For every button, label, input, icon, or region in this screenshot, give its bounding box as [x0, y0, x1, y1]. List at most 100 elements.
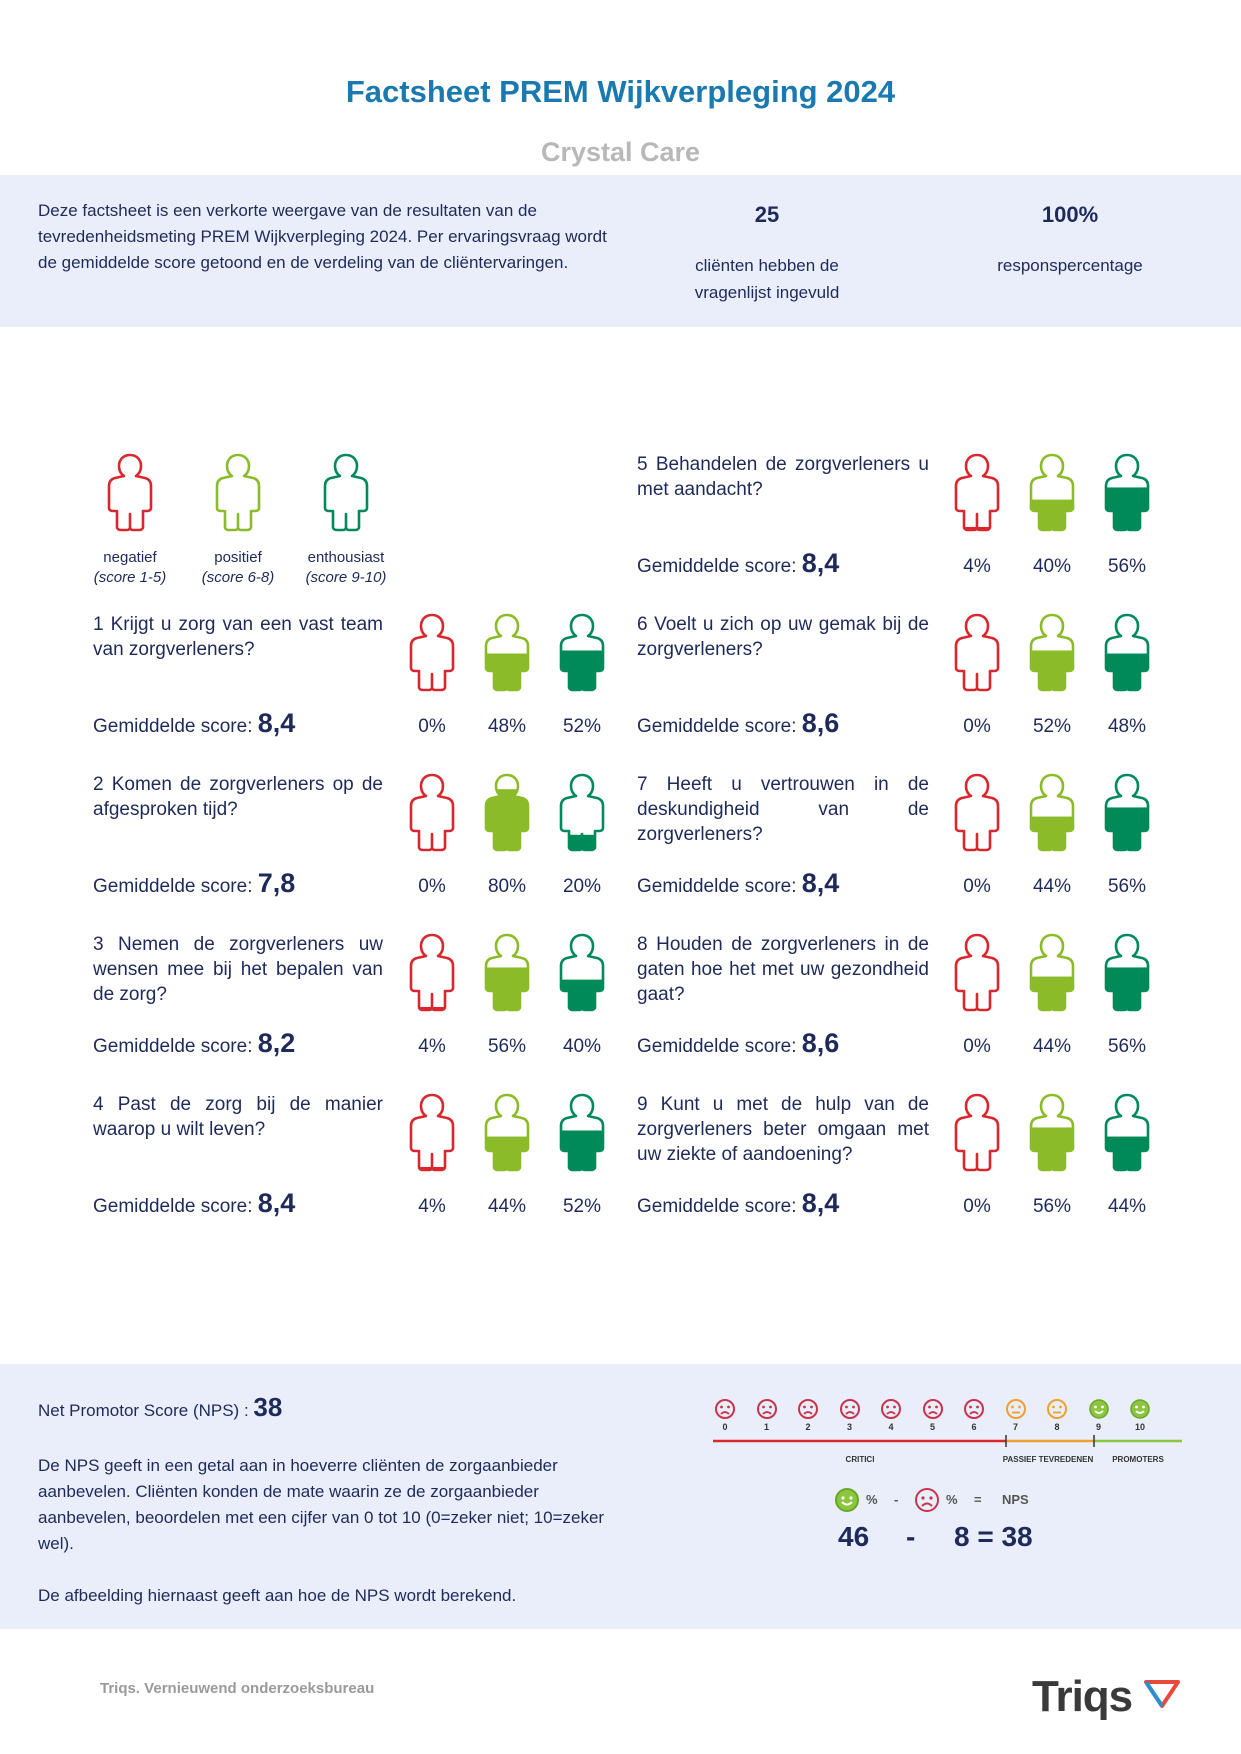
question-7-positive-person-icon — [1029, 773, 1075, 852]
question-2-text: 2 Komen de zorgverleners op de afgesprok… — [93, 774, 383, 820]
nps-face-8-icon — [1047, 1399, 1067, 1419]
nps-tick-3: 3 — [846, 1422, 852, 1432]
legend-enthusiastic-label: enthousiast (score 9-10) — [286, 548, 406, 588]
nps-face-6-icon — [964, 1399, 984, 1419]
legend-enthusiastic-person-icon — [323, 453, 369, 532]
nps-tick-5: 5 — [929, 1422, 935, 1432]
question-1-positive-pct: 48% — [487, 716, 527, 737]
page-title: Factsheet PREM Wijkverpleging 2024 — [345, 74, 896, 109]
question-7-negative-person-icon — [954, 773, 1000, 852]
nps-tick-9: 9 — [1095, 1422, 1101, 1432]
question-4-enthusiastic-person-icon — [559, 1093, 605, 1172]
question-7-score: Gemiddelde score: 8,4 — [637, 868, 839, 899]
question-5-enthusiastic-pct: 56% — [1107, 556, 1147, 577]
nps-face-0-icon — [715, 1399, 735, 1419]
nps-formula: % - % = NPS — [834, 1487, 1084, 1517]
question-8-negative-pct: 0% — [963, 1036, 991, 1057]
question-3-positive-person-icon — [484, 933, 530, 1012]
question-8-score-label: Gemiddelde score: — [637, 1036, 797, 1057]
logo-triangle-icon — [1144, 1680, 1180, 1708]
question-8-score: Gemiddelde score: 8,6 — [637, 1028, 839, 1059]
nps-explanation-2: De afbeelding hiernaast geeft aan hoe de… — [38, 1586, 517, 1605]
question-6-score: Gemiddelde score: 8,6 — [637, 708, 839, 739]
question-5-negative-person-icon — [954, 453, 1000, 532]
question-8-enthusiastic-person-icon — [1104, 933, 1150, 1012]
question-2-score-label: Gemiddelde score: — [93, 876, 253, 897]
response-rate: 100% — [1041, 202, 1099, 227]
question-4-score: Gemiddelde score: 8,4 — [93, 1188, 295, 1219]
legend-negative-label: negatief (score 1-5) — [70, 548, 190, 588]
nps-calc-minus: - — [906, 1521, 916, 1552]
response-rate-label: responspercentage — [997, 256, 1143, 275]
formula-pct-1: % — [866, 1492, 878, 1507]
question-7-score-value: 8,4 — [801, 868, 840, 898]
question-9-negative-pct: 0% — [963, 1196, 991, 1217]
question-9-enthusiastic-person-icon — [1104, 1093, 1150, 1172]
nps-scale-bar — [713, 1435, 1182, 1447]
nps-value: 38 — [253, 1392, 283, 1422]
question-6-negative-pct: 0% — [963, 716, 991, 737]
question-3-negative-pct: 4% — [418, 1036, 446, 1057]
legend-negative-text: negatief — [103, 549, 157, 566]
question-3-enthusiastic-person-icon — [559, 933, 605, 1012]
question-2-negative-pct: 0% — [418, 876, 446, 897]
question-2-negative-person-icon — [409, 773, 455, 852]
question-2-enthusiastic-pct: 20% — [562, 876, 602, 897]
question-1-negative-pct: 0% — [418, 716, 446, 737]
question-2-positive-pct: 80% — [487, 876, 527, 897]
question-7-negative-pct: 0% — [963, 876, 991, 897]
question-4-score-label: Gemiddelde score: — [93, 1196, 253, 1217]
formula-nps: NPS — [1002, 1492, 1029, 1507]
question-8-score-value: 8,6 — [801, 1028, 840, 1058]
nps-face-7-icon — [1005, 1399, 1026, 1419]
question-3-text: 3 Nemen de zorgverleners uw wensen mee b… — [93, 934, 383, 1005]
question-4-negative-person-icon — [409, 1093, 455, 1172]
question-5-score-label: Gemiddelde score: — [637, 556, 797, 577]
nps-tick-4: 4 — [888, 1422, 894, 1432]
question-9-score: Gemiddelde score: 8,4 — [637, 1188, 839, 1219]
formula-eq: = — [974, 1492, 982, 1507]
question-8-positive-person-icon — [1029, 933, 1075, 1012]
nps-tick-6: 6 — [971, 1422, 977, 1432]
question-4-enthusiastic-pct: 52% — [562, 1196, 602, 1217]
question-6-enthusiastic-person-icon — [1104, 613, 1150, 692]
legend-negative-range: (score 1-5) — [93, 569, 167, 586]
question-6-score-label: Gemiddelde score: — [637, 716, 797, 737]
question-6-text: 6 Voelt u zich op uw gemak bij de zorgve… — [637, 614, 929, 660]
question-1-score: Gemiddelde score: 8,4 — [93, 708, 295, 739]
question-4-score-value: 8,4 — [257, 1188, 296, 1218]
legend-positive-text: positief — [214, 549, 262, 566]
question-3-score-label: Gemiddelde score: — [93, 1036, 253, 1057]
intro-band — [0, 175, 1241, 327]
nps-explanation: De NPS geeft in een getal aan in hoeverr… — [38, 1456, 605, 1553]
question-5-text: 5 Behandelen de zorgverleners u met aand… — [637, 454, 929, 500]
question-9-enthusiastic-pct: 44% — [1107, 1196, 1147, 1217]
question-3-enthusiastic-pct: 40% — [562, 1036, 602, 1057]
question-1-score-label: Gemiddelde score: — [93, 716, 253, 737]
question-9-text: 9 Kunt u met de hulp van de zorgverlener… — [637, 1094, 929, 1165]
question-6-score-value: 8,6 — [801, 708, 840, 738]
question-1-score-value: 8,4 — [257, 708, 296, 738]
question-1-text: 1 Krijgt u zorg van een vast team van zo… — [93, 614, 383, 660]
question-3-score-value: 8,2 — [257, 1028, 296, 1058]
nps-tick-2: 2 — [805, 1422, 811, 1432]
nps-promoters-value: 46 — [838, 1521, 870, 1552]
question-9-positive-person-icon — [1029, 1093, 1075, 1172]
nps-tick-0: 0 — [722, 1422, 728, 1432]
segment-passief: PASSIEF TEVREDENEN — [1002, 1455, 1094, 1464]
question-1-negative-person-icon — [409, 613, 455, 692]
question-6-enthusiastic-pct: 48% — [1107, 716, 1147, 737]
question-6-positive-pct: 52% — [1032, 716, 1072, 737]
nps-critici-result: 8 = 38 — [954, 1521, 1033, 1552]
question-1-enthusiastic-person-icon — [559, 613, 605, 692]
logo-text: Triqs — [1032, 1672, 1133, 1721]
segment-critici: CRITICI — [845, 1455, 875, 1464]
question-5-positive-pct: 40% — [1032, 556, 1072, 577]
question-9-score-value: 8,4 — [801, 1188, 840, 1218]
nps-heading: Net Promotor Score (NPS) : 38 — [38, 1392, 282, 1423]
question-4-positive-pct: 44% — [487, 1196, 527, 1217]
nps-face-3-icon — [839, 1399, 860, 1419]
question-8-negative-person-icon — [954, 933, 1000, 1012]
question-6-positive-person-icon — [1029, 613, 1075, 692]
question-7-enthusiastic-person-icon — [1104, 773, 1150, 852]
